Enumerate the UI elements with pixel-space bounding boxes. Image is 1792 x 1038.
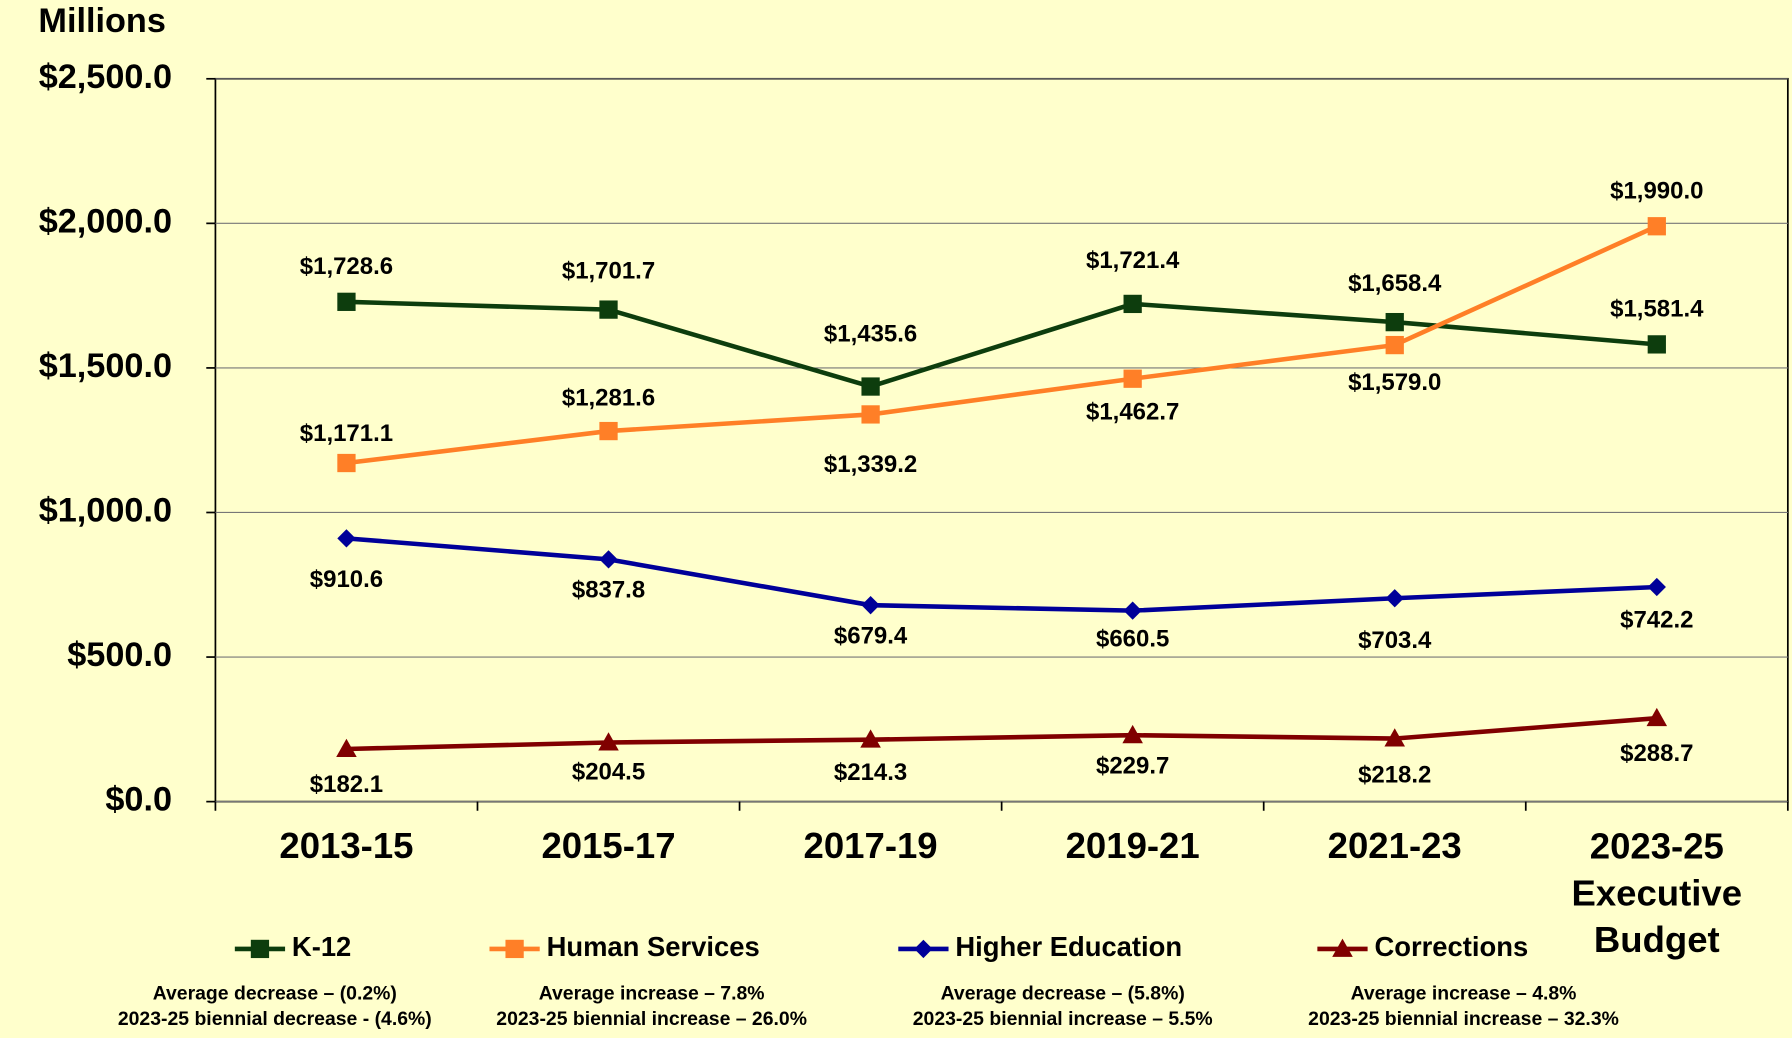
data-label: $229.7 — [1096, 753, 1169, 780]
marker — [599, 300, 618, 319]
data-label: $1,701.7 — [562, 257, 655, 284]
x-tick-label: 2013-15 — [279, 825, 413, 866]
legend-note: 2023-25 biennial increase – 26.0% — [496, 1008, 807, 1030]
legend-label: Human Services — [547, 931, 760, 962]
legend-label: Corrections — [1374, 931, 1528, 962]
data-label: $1,435.6 — [824, 320, 917, 347]
marker — [1646, 707, 1668, 727]
marker — [599, 421, 618, 441]
y-tick-label: $2,000.0 — [39, 202, 172, 240]
marker — [337, 453, 356, 473]
legend-note: Average decrease – (5.8%) — [941, 983, 1185, 1005]
marker — [250, 939, 270, 959]
data-label: $679.4 — [834, 622, 908, 649]
marker — [336, 738, 357, 757]
legend-note: Average decrease – (0.2%) — [153, 983, 397, 1005]
x-tick-label: 2019-21 — [1066, 825, 1200, 866]
data-label: $837.8 — [572, 577, 645, 604]
y-tick-label: $1,000.0 — [39, 492, 172, 530]
data-label: $1,281.6 — [562, 384, 655, 411]
data-label: $204.5 — [572, 759, 645, 786]
x-tick-label: 2023-25 Executive Budget — [1572, 825, 1743, 960]
data-label: $182.1 — [310, 771, 383, 798]
x-tick-label: 2017-19 — [804, 825, 938, 866]
data-label: $703.4 — [1358, 627, 1432, 654]
marker — [1647, 335, 1666, 354]
x-tick-label: 2021-23 — [1328, 825, 1462, 866]
legend-note: 2023-25 biennial increase – 32.3% — [1308, 1008, 1619, 1030]
marker — [1385, 312, 1404, 332]
data-label: $1,581.4 — [1610, 295, 1704, 322]
series-line — [346, 536, 1657, 613]
data-label: $660.5 — [1096, 626, 1169, 653]
data-label: $1,990.0 — [1610, 177, 1703, 204]
y-tick-label: $0.0 — [105, 781, 172, 819]
marker — [1123, 369, 1142, 388]
marker — [860, 729, 881, 748]
marker — [861, 405, 880, 424]
marker — [1123, 294, 1142, 314]
marker — [1332, 938, 1353, 957]
legend-note: Average increase – 7.8% — [539, 983, 765, 1005]
series-line — [346, 224, 1658, 466]
y-tick-label: $2,500.0 — [39, 58, 172, 96]
marker — [1647, 217, 1666, 236]
y-tick-label: $500.0 — [67, 636, 172, 674]
marker — [861, 377, 880, 396]
data-label: $1,339.2 — [824, 451, 917, 478]
data-label: $910.6 — [310, 566, 383, 593]
data-label: $1,462.7 — [1086, 398, 1179, 425]
data-label: $214.3 — [834, 759, 907, 786]
data-label: $1,721.4 — [1086, 247, 1180, 274]
y-axis-label: Millions — [38, 2, 165, 40]
data-label: $1,728.6 — [300, 253, 393, 280]
marker — [1385, 335, 1404, 355]
legend-label: Higher Education — [955, 931, 1182, 962]
legend-label: K-12 — [292, 931, 351, 962]
y-tick-label: $1,500.0 — [39, 347, 172, 385]
x-tick-label: 2015-17 — [541, 825, 675, 866]
marker — [1122, 724, 1143, 744]
data-label: $1,579.0 — [1348, 369, 1441, 396]
data-label: $1,658.4 — [1348, 270, 1442, 297]
marker — [505, 939, 524, 959]
marker — [599, 550, 618, 569]
legend-note: 2023-25 biennial increase – 5.5% — [913, 1008, 1213, 1030]
marker — [337, 292, 356, 311]
marker — [861, 596, 880, 615]
marker — [1385, 589, 1404, 608]
marker — [1384, 728, 1406, 747]
series-line — [346, 715, 1657, 752]
legend-note: 2023-25 biennial decrease - (4.6%) — [118, 1008, 432, 1030]
data-label: $742.2 — [1620, 607, 1693, 634]
legend-note: Average increase – 4.8% — [1351, 983, 1577, 1005]
data-label: $218.2 — [1358, 762, 1431, 789]
data-label: $1,171.1 — [300, 420, 393, 447]
marker — [598, 732, 619, 751]
data-label: $288.7 — [1620, 740, 1693, 767]
